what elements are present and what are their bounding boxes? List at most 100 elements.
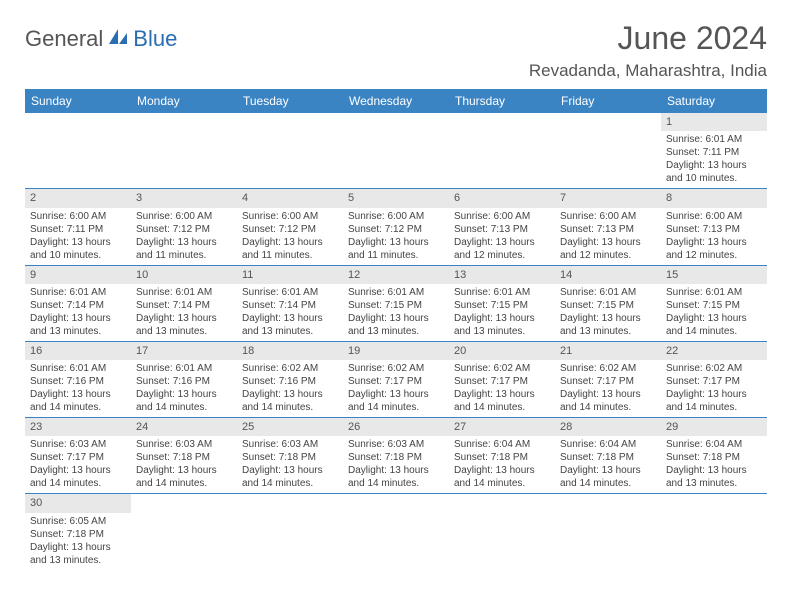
day-line: Sunset: 7:14 PM bbox=[136, 299, 232, 312]
day-number: 23 bbox=[25, 418, 131, 436]
calendar-cell bbox=[449, 494, 555, 570]
day-number: 5 bbox=[343, 189, 449, 207]
day-line: Sunrise: 6:02 AM bbox=[348, 362, 444, 375]
day-line: Sunset: 7:15 PM bbox=[560, 299, 656, 312]
day-content: Sunrise: 6:04 AMSunset: 7:18 PMDaylight:… bbox=[661, 436, 767, 493]
day-line: Sunrise: 6:01 AM bbox=[454, 286, 550, 299]
logo: General Blue bbox=[25, 26, 177, 52]
day-line: and 14 minutes. bbox=[454, 477, 550, 490]
day-content: Sunrise: 6:02 AMSunset: 7:16 PMDaylight:… bbox=[237, 360, 343, 417]
day-line: Daylight: 13 hours bbox=[454, 464, 550, 477]
day-number: 24 bbox=[131, 418, 237, 436]
calendar-cell: 13Sunrise: 6:01 AMSunset: 7:15 PMDayligh… bbox=[449, 265, 555, 341]
day-line: Daylight: 13 hours bbox=[242, 312, 338, 325]
calendar-header: SundayMondayTuesdayWednesdayThursdayFrid… bbox=[25, 89, 767, 113]
day-line: and 12 minutes. bbox=[560, 249, 656, 262]
day-line: Sunset: 7:13 PM bbox=[666, 223, 762, 236]
day-line: Sunset: 7:11 PM bbox=[666, 146, 762, 159]
day-number: 8 bbox=[661, 189, 767, 207]
day-line: Sunset: 7:14 PM bbox=[242, 299, 338, 312]
logo-text-blue: Blue bbox=[133, 26, 177, 52]
calendar-cell: 21Sunrise: 6:02 AMSunset: 7:17 PMDayligh… bbox=[555, 341, 661, 417]
calendar-cell: 7Sunrise: 6:00 AMSunset: 7:13 PMDaylight… bbox=[555, 189, 661, 265]
day-number: 12 bbox=[343, 266, 449, 284]
day-line: Sunrise: 6:04 AM bbox=[560, 438, 656, 451]
day-line: Sunset: 7:18 PM bbox=[30, 528, 126, 541]
day-line: Daylight: 13 hours bbox=[136, 312, 232, 325]
day-line: Sunset: 7:17 PM bbox=[348, 375, 444, 388]
day-line: Sunset: 7:12 PM bbox=[242, 223, 338, 236]
calendar-cell bbox=[449, 113, 555, 189]
day-line: Sunrise: 6:00 AM bbox=[560, 210, 656, 223]
day-content: Sunrise: 6:04 AMSunset: 7:18 PMDaylight:… bbox=[555, 436, 661, 493]
calendar-cell: 20Sunrise: 6:02 AMSunset: 7:17 PMDayligh… bbox=[449, 341, 555, 417]
day-line: and 13 minutes. bbox=[136, 325, 232, 338]
calendar-cell: 27Sunrise: 6:04 AMSunset: 7:18 PMDayligh… bbox=[449, 418, 555, 494]
day-number: 19 bbox=[343, 342, 449, 360]
day-line: Sunset: 7:18 PM bbox=[136, 451, 232, 464]
day-line: Sunrise: 6:00 AM bbox=[454, 210, 550, 223]
day-line: Daylight: 13 hours bbox=[348, 388, 444, 401]
day-line: Sunrise: 6:02 AM bbox=[454, 362, 550, 375]
day-line: Daylight: 13 hours bbox=[242, 236, 338, 249]
day-line: Sunrise: 6:01 AM bbox=[30, 286, 126, 299]
day-line: Sunset: 7:18 PM bbox=[242, 451, 338, 464]
calendar-cell: 19Sunrise: 6:02 AMSunset: 7:17 PMDayligh… bbox=[343, 341, 449, 417]
day-number: 21 bbox=[555, 342, 661, 360]
day-line: Sunrise: 6:01 AM bbox=[136, 286, 232, 299]
calendar-cell: 10 Sunrise: 6:01 AMSunset: 7:14 PMDayligh… bbox=[131, 265, 237, 341]
day-content: Sunrise: 6:01 AMSunset: 7:14 PMDaylight:… bbox=[237, 284, 343, 341]
day-line: and 11 minutes. bbox=[348, 249, 444, 262]
day-line: Daylight: 13 hours bbox=[30, 388, 126, 401]
day-content: Sunrise: 6:00 AMSunset: 7:13 PMDaylight:… bbox=[449, 208, 555, 265]
calendar-cell: 6Sunrise: 6:00 AMSunset: 7:13 PMDaylight… bbox=[449, 189, 555, 265]
day-number: 2 bbox=[25, 189, 131, 207]
day-line: Sunset: 7:18 PM bbox=[666, 451, 762, 464]
day-line: Sunset: 7:17 PM bbox=[560, 375, 656, 388]
weekday-header: Wednesday bbox=[343, 89, 449, 113]
calendar-cell bbox=[237, 494, 343, 570]
calendar-cell: 26Sunrise: 6:03 AMSunset: 7:18 PMDayligh… bbox=[343, 418, 449, 494]
day-content: Sunrise: 6:03 AMSunset: 7:18 PMDaylight:… bbox=[131, 436, 237, 493]
day-line: Sunset: 7:16 PM bbox=[30, 375, 126, 388]
day-line: Sunset: 7:16 PM bbox=[136, 375, 232, 388]
day-line: Daylight: 13 hours bbox=[560, 236, 656, 249]
day-line: Sunrise: 6:01 AM bbox=[560, 286, 656, 299]
logo-text-general: General bbox=[25, 26, 103, 52]
day-line: and 13 minutes. bbox=[348, 325, 444, 338]
day-line: Sunset: 7:16 PM bbox=[242, 375, 338, 388]
sail-icon bbox=[107, 27, 129, 52]
day-line: and 14 minutes. bbox=[30, 477, 126, 490]
day-line: Daylight: 13 hours bbox=[560, 388, 656, 401]
day-line: and 12 minutes. bbox=[666, 249, 762, 262]
day-content: Sunrise: 6:00 AMSunset: 7:12 PMDaylight:… bbox=[343, 208, 449, 265]
calendar-cell: 25Sunrise: 6:03 AMSunset: 7:18 PMDayligh… bbox=[237, 418, 343, 494]
day-line: Daylight: 13 hours bbox=[348, 464, 444, 477]
day-content: Sunrise: 6:02 AMSunset: 7:17 PMDaylight:… bbox=[343, 360, 449, 417]
day-number: 10 bbox=[131, 266, 237, 284]
day-line: and 14 minutes. bbox=[666, 401, 762, 414]
day-line: Sunrise: 6:01 AM bbox=[348, 286, 444, 299]
calendar-cell: 23Sunrise: 6:03 AMSunset: 7:17 PMDayligh… bbox=[25, 418, 131, 494]
day-line: Sunset: 7:15 PM bbox=[348, 299, 444, 312]
calendar-cell: 24Sunrise: 6:03 AMSunset: 7:18 PMDayligh… bbox=[131, 418, 237, 494]
day-line: and 14 minutes. bbox=[136, 401, 232, 414]
day-line: and 13 minutes. bbox=[242, 325, 338, 338]
day-content: Sunrise: 6:03 AMSunset: 7:18 PMDaylight:… bbox=[237, 436, 343, 493]
day-line: Sunrise: 6:01 AM bbox=[30, 362, 126, 375]
day-line: Sunset: 7:15 PM bbox=[454, 299, 550, 312]
day-content: Sunrise: 6:01 AMSunset: 7:15 PMDaylight:… bbox=[449, 284, 555, 341]
day-number: 27 bbox=[449, 418, 555, 436]
day-number: 30 bbox=[25, 494, 131, 512]
day-number: 26 bbox=[343, 418, 449, 436]
weekday-header: Saturday bbox=[661, 89, 767, 113]
calendar-cell bbox=[555, 113, 661, 189]
day-line: Sunrise: 6:03 AM bbox=[348, 438, 444, 451]
day-line: Sunset: 7:18 PM bbox=[454, 451, 550, 464]
day-line: Sunrise: 6:05 AM bbox=[30, 515, 126, 528]
day-number: 9 bbox=[25, 266, 131, 284]
calendar-cell: 8Sunrise: 6:00 AMSunset: 7:13 PMDaylight… bbox=[661, 189, 767, 265]
day-line: Sunset: 7:17 PM bbox=[666, 375, 762, 388]
calendar-cell bbox=[343, 113, 449, 189]
calendar-cell: 16Sunrise: 6:01 AMSunset: 7:16 PMDayligh… bbox=[25, 341, 131, 417]
